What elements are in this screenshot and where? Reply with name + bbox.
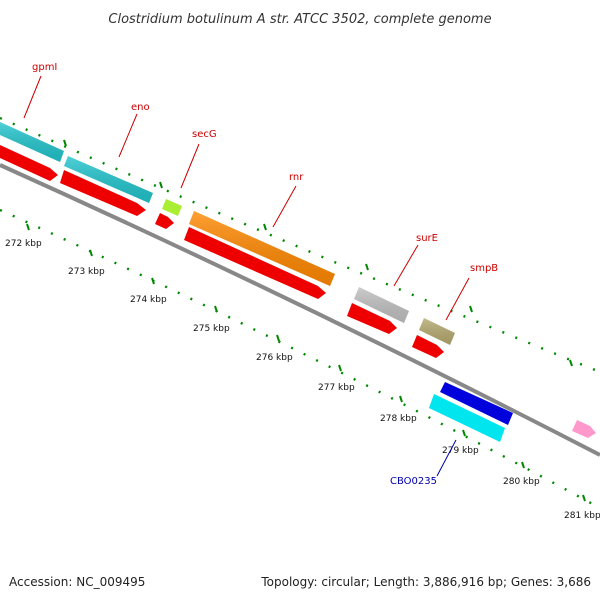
genome-backbone: [0, 163, 600, 457]
gene-labels: gpmI eno secG rnr surE smpB CBO0235: [32, 62, 498, 487]
outer-major-tick: [365, 263, 369, 271]
cds-arrow[interactable]: [60, 170, 146, 216]
inner-major-tick: [214, 305, 218, 313]
tick-label: 279 kbp: [442, 446, 479, 456]
label-eno[interactable]: eno: [131, 102, 150, 113]
label-surE[interactable]: surE: [416, 233, 438, 244]
cds-track: [0, 145, 444, 358]
cds-arrow[interactable]: [155, 213, 174, 229]
cds-arrow[interactable]: [0, 145, 58, 181]
tick-label: 272 kbp: [5, 239, 42, 249]
inner-major-tick: [338, 364, 342, 372]
inner-major-tick: [89, 249, 93, 257]
inner-major-tick: [151, 277, 155, 285]
leader-eno: [118, 113, 138, 158]
label-smpB[interactable]: smpB: [470, 263, 498, 274]
cds-arrow[interactable]: [184, 227, 326, 299]
gene-shading: [0, 122, 455, 345]
inner-tick-ring: [0, 208, 600, 510]
label-secG[interactable]: secG: [192, 129, 217, 140]
tick-label: 273 kbp: [68, 267, 105, 277]
gene-secG-feature[interactable]: [162, 199, 182, 216]
outer-major-tick: [263, 223, 267, 231]
outer-major-tick: [159, 181, 163, 189]
tick-label: 278 kbp: [380, 414, 417, 424]
label-leaders: [23, 75, 470, 477]
accession-text: Accession: NC_009495: [9, 575, 145, 589]
tick-label: 274 kbp: [130, 295, 167, 305]
inner-major-tick: [521, 461, 525, 469]
tick-label: 277 kbp: [318, 383, 355, 393]
label-rnr[interactable]: rnr: [289, 172, 304, 183]
inner-major-tick: [582, 494, 586, 502]
tick-label: 281 kbp: [564, 511, 600, 521]
inner-major-tick: [276, 334, 280, 342]
tick-label: 280 kbp: [503, 477, 540, 487]
inner-major-tick: [399, 395, 403, 403]
inner-track: [429, 382, 596, 442]
genome-summary-text: Topology: circular; Length: 3,886,916 bp…: [260, 575, 591, 589]
gene-pink-arrow[interactable]: [572, 420, 596, 438]
cds-arrow[interactable]: [347, 303, 397, 334]
tick-label: 275 kbp: [193, 324, 230, 334]
outer-major-tick: [469, 305, 473, 313]
map-title: Clostridium botulinum A str. ATCC 3502, …: [108, 12, 491, 27]
leader-gpmI: [23, 75, 42, 119]
leader-rnr: [272, 185, 297, 228]
outer-major-tick: [569, 359, 573, 367]
inner-major-tick: [462, 429, 466, 437]
gene-blue-arrow[interactable]: [440, 382, 513, 425]
outer-major-tick: [63, 139, 67, 147]
gene-CBO0235-feature[interactable]: [429, 394, 505, 442]
label-gpmI[interactable]: gpmI: [32, 62, 57, 73]
leader-surE: [393, 244, 419, 287]
cds-arrow[interactable]: [412, 335, 444, 358]
tick-labels: 272 kbp 273 kbp 274 kbp 275 kbp 276 kbp …: [5, 239, 600, 521]
label-CBO0235[interactable]: CBO0235: [390, 476, 437, 487]
leader-CBO0235: [436, 439, 457, 477]
outer-tick-ring: [0, 116, 600, 374]
inner-major-tick: [26, 223, 30, 231]
leader-secG: [180, 143, 200, 189]
leader-smpB: [445, 277, 470, 321]
tick-label: 276 kbp: [256, 353, 293, 363]
